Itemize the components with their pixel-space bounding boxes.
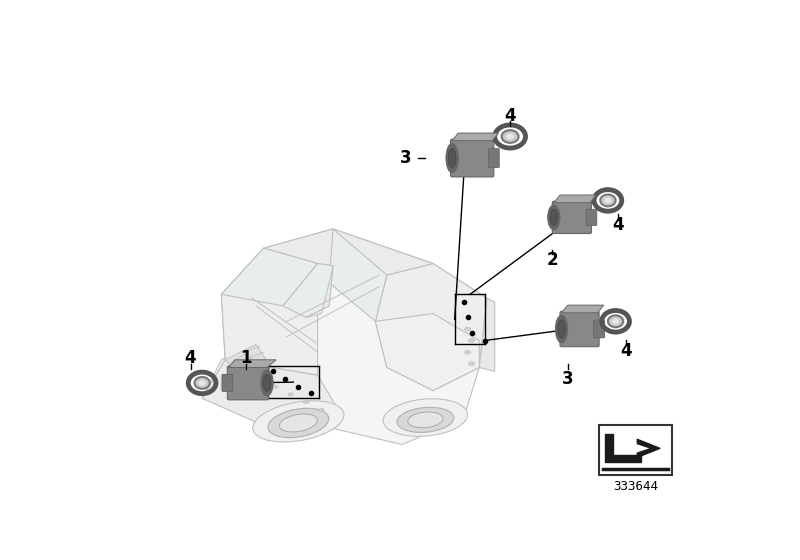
Polygon shape (306, 266, 333, 318)
Polygon shape (226, 344, 271, 383)
Ellipse shape (608, 315, 623, 327)
Polygon shape (264, 229, 433, 275)
Ellipse shape (261, 370, 273, 396)
Polygon shape (554, 195, 596, 203)
Ellipse shape (558, 320, 566, 338)
Polygon shape (637, 439, 660, 458)
FancyBboxPatch shape (450, 139, 494, 177)
Polygon shape (222, 248, 318, 375)
Ellipse shape (408, 412, 443, 428)
Text: 2: 2 (546, 251, 558, 269)
Ellipse shape (605, 198, 611, 203)
Ellipse shape (506, 134, 514, 139)
Polygon shape (222, 248, 318, 306)
FancyBboxPatch shape (552, 201, 591, 234)
Polygon shape (375, 264, 487, 391)
Polygon shape (202, 329, 283, 398)
FancyBboxPatch shape (227, 366, 269, 400)
Text: 3: 3 (562, 370, 574, 388)
Ellipse shape (469, 339, 474, 343)
Ellipse shape (600, 194, 615, 206)
Bar (598, 425, 672, 475)
Ellipse shape (612, 319, 619, 324)
Polygon shape (562, 305, 604, 313)
Ellipse shape (288, 393, 294, 396)
Text: 333644: 333644 (613, 479, 658, 493)
Ellipse shape (273, 385, 278, 388)
Ellipse shape (465, 327, 471, 331)
Polygon shape (375, 314, 479, 391)
Ellipse shape (198, 380, 206, 386)
Ellipse shape (194, 377, 210, 389)
Text: 4: 4 (504, 107, 516, 125)
Text: 4: 4 (185, 349, 196, 367)
Polygon shape (605, 435, 641, 462)
Text: 3: 3 (400, 149, 412, 167)
Ellipse shape (448, 148, 456, 167)
Ellipse shape (555, 315, 568, 343)
Polygon shape (202, 360, 341, 429)
Ellipse shape (318, 408, 324, 412)
Text: 4: 4 (612, 216, 624, 234)
Ellipse shape (465, 350, 471, 354)
Polygon shape (283, 264, 333, 318)
Ellipse shape (268, 408, 329, 437)
Polygon shape (479, 298, 494, 371)
Ellipse shape (383, 399, 468, 436)
Ellipse shape (397, 407, 454, 432)
FancyBboxPatch shape (594, 320, 605, 338)
Polygon shape (329, 229, 387, 321)
Polygon shape (452, 133, 498, 141)
Ellipse shape (548, 205, 560, 230)
FancyBboxPatch shape (489, 148, 499, 167)
Polygon shape (202, 229, 487, 445)
FancyBboxPatch shape (222, 375, 233, 391)
Ellipse shape (469, 362, 474, 366)
Ellipse shape (502, 130, 518, 143)
Ellipse shape (550, 209, 558, 225)
Ellipse shape (263, 375, 271, 391)
Polygon shape (229, 360, 276, 367)
Text: 4: 4 (620, 342, 631, 360)
FancyBboxPatch shape (586, 209, 597, 226)
FancyBboxPatch shape (560, 311, 599, 347)
Text: 1: 1 (240, 349, 252, 367)
Ellipse shape (446, 143, 458, 173)
Ellipse shape (303, 400, 309, 404)
Ellipse shape (279, 414, 318, 432)
Ellipse shape (253, 401, 344, 442)
